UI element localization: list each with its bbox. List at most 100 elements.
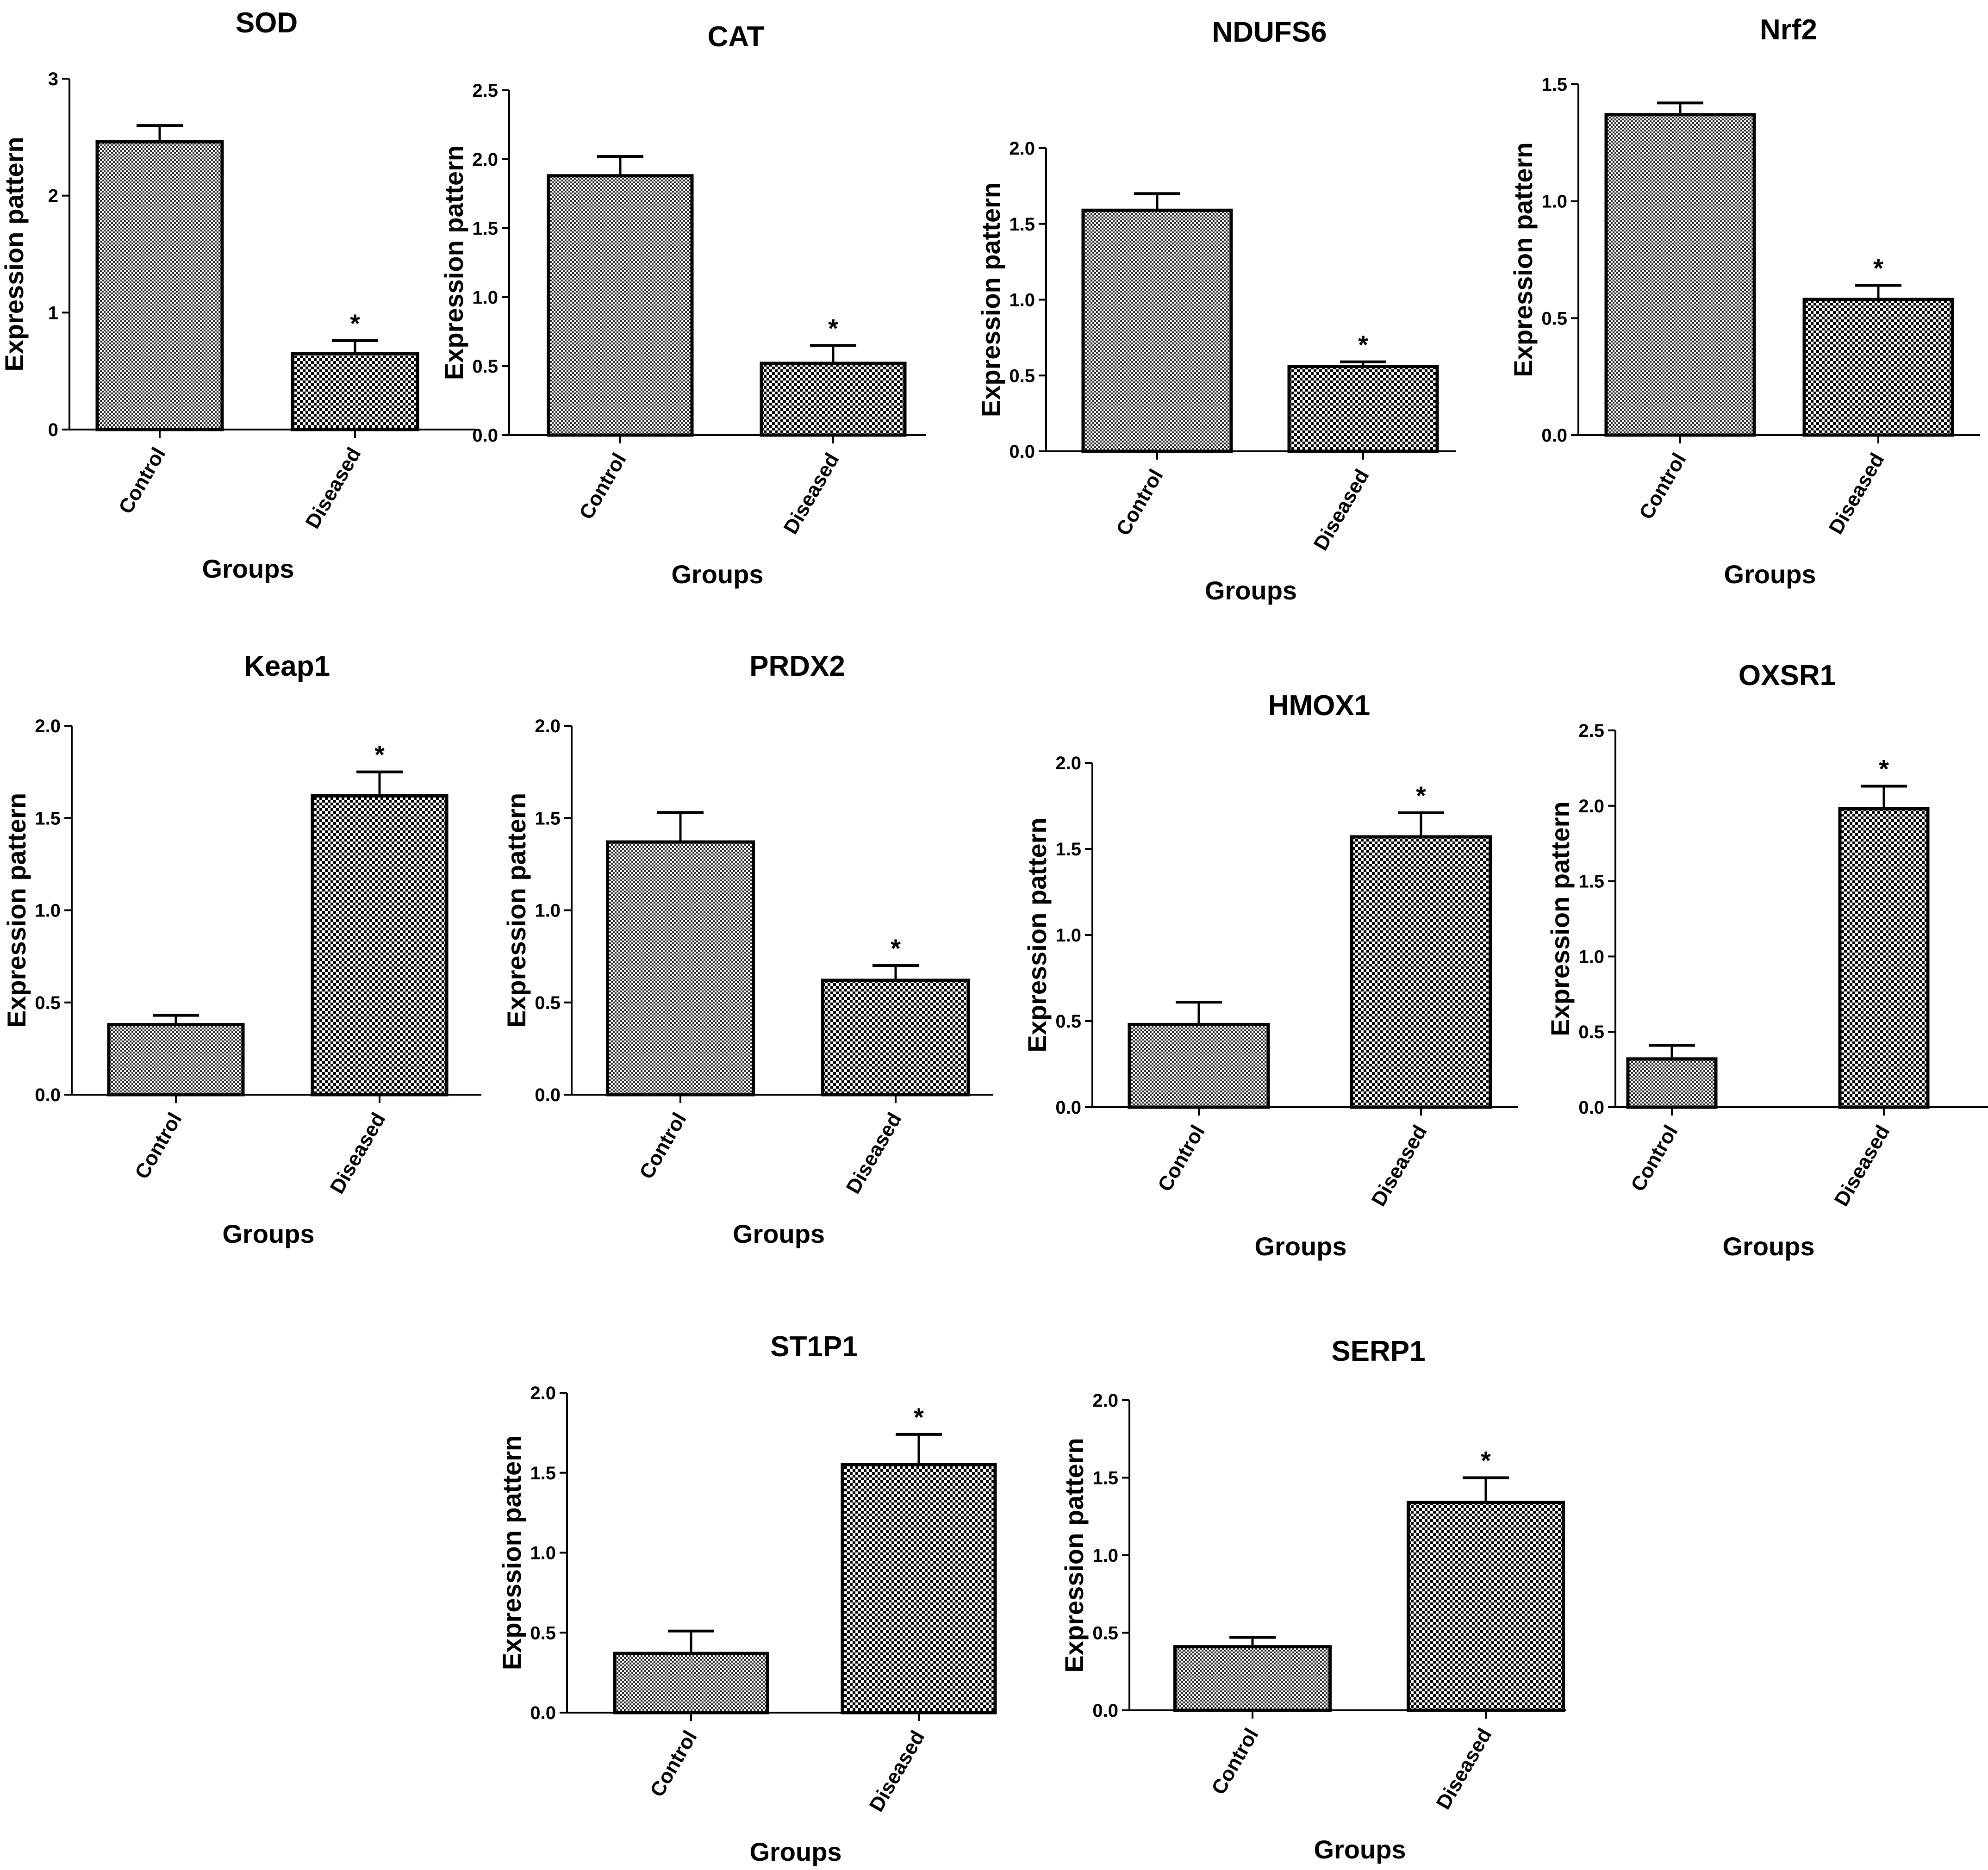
- panel-cat: CAT 0.0 0.5 1.0 1.5 2.0 2.5 Expression pattern C…: [439, 21, 926, 589]
- x-axis-label: Groups: [1314, 1835, 1406, 1864]
- y-tick-label: 1.5: [1541, 75, 1567, 95]
- x-tick-label: Diseased: [301, 444, 366, 533]
- panel-hmox1: HMOX1 0.0 0.5 1.0 1.5 2.0 Expression pattern Co…: [1022, 690, 1518, 1261]
- panel-oxsr1: OXSR1 0.0 0.5 1.0 1.5 2.0 2.5 Expression patter…: [1546, 660, 1988, 1261]
- significance-mark: *: [828, 313, 838, 343]
- significance-mark: *: [1416, 781, 1426, 810]
- y-tick-label: 0.5: [1578, 1022, 1604, 1042]
- x-axis-label: Groups: [671, 560, 763, 589]
- y-tick-label: 2.0: [1055, 753, 1081, 773]
- y-tick-label: 2.0: [1578, 796, 1604, 817]
- x-tick-label: Diseased: [779, 449, 844, 538]
- y-tick-label: 2.5: [472, 81, 498, 101]
- y-tick-label: 0.5: [1055, 1011, 1081, 1032]
- y-tick-label: 0.0: [1009, 442, 1035, 462]
- y-tick-label: 2.0: [530, 1383, 556, 1403]
- chart-title: OXSR1: [1739, 660, 1836, 692]
- y-tick-label: 1.0: [1055, 925, 1081, 946]
- y-tick-label: 2.0: [472, 150, 498, 170]
- x-tick-label: Control: [635, 1109, 691, 1183]
- bar-diseased: [1802, 298, 1954, 437]
- x-tick-label: Control: [646, 1727, 702, 1801]
- y-tick-label: 2.5: [1578, 721, 1604, 741]
- chart-title: PRDX2: [749, 650, 845, 682]
- chart-title: SERP1: [1331, 1335, 1425, 1367]
- y-tick-label: 0.5: [35, 993, 61, 1013]
- y-tick-label: 1: [48, 303, 58, 323]
- chart-title: Nrf2: [1760, 14, 1817, 46]
- y-tick-label: 0.5: [472, 356, 498, 377]
- y-tick-label: 1.0: [1009, 290, 1035, 311]
- y-tick-label: 0: [48, 420, 58, 440]
- y-tick-label: 1.0: [535, 901, 561, 921]
- y-axis-label: Expression pattern: [1022, 817, 1052, 1052]
- y-axis-label: Expression pattern: [439, 145, 468, 380]
- x-axis-label: Groups: [733, 1219, 825, 1248]
- bar-control: [95, 140, 224, 431]
- significance-mark: *: [1873, 254, 1883, 283]
- panel-serp1: SERP1 0.0 0.5 1.0 1.5 2.0 Expression pattern Co…: [1059, 1335, 1566, 1864]
- y-tick-label: 0.0: [35, 1085, 61, 1105]
- x-tick-label: Diseased: [1432, 1725, 1496, 1814]
- y-tick-label: 1.0: [1578, 947, 1604, 967]
- y-tick-label: 1.0: [530, 1543, 556, 1564]
- y-tick-label: 1.0: [472, 287, 498, 308]
- panel-ndufs6: NDUFS6 0.0 0.5 1.0 1.5 2.0 Expression pattern C…: [976, 16, 1456, 605]
- bar-control: [1604, 113, 1756, 437]
- bar-control: [1626, 1057, 1718, 1109]
- y-axis-label: Expression pattern: [1546, 801, 1575, 1036]
- significance-mark: *: [374, 740, 385, 769]
- bar-control: [107, 1023, 245, 1097]
- significance-mark: *: [1481, 1446, 1491, 1475]
- x-tick-label: Control: [1153, 1122, 1209, 1196]
- y-axis-label: Expression pattern: [1059, 1438, 1089, 1672]
- x-tick-label: Control: [575, 449, 631, 524]
- chart-title: Keap1: [244, 650, 330, 682]
- bar-diseased: [760, 362, 907, 437]
- y-tick-label: 1.5: [1009, 214, 1035, 235]
- significance-mark: *: [914, 1402, 924, 1432]
- y-tick-label: 0.0: [535, 1085, 561, 1105]
- y-tick-label: 2: [48, 186, 58, 206]
- y-tick-label: 0.0: [1092, 1701, 1118, 1721]
- bar-control: [1173, 1645, 1332, 1712]
- y-tick-label: 0.0: [1578, 1097, 1604, 1118]
- bar-control: [613, 1652, 769, 1714]
- bar-diseased: [821, 979, 970, 1097]
- y-tick-label: 1.0: [1092, 1546, 1118, 1566]
- y-tick-label: 0.5: [530, 1623, 556, 1643]
- y-tick-label: 0.0: [530, 1703, 556, 1723]
- y-axis-label: Expression pattern: [2, 793, 31, 1028]
- bar-control: [547, 174, 694, 437]
- chart-title: SOD: [236, 7, 298, 39]
- y-tick-label: 1.5: [530, 1463, 556, 1484]
- x-tick-label: Control: [1112, 466, 1168, 540]
- y-axis-label: Expression pattern: [497, 1435, 526, 1670]
- y-tick-label: 1.5: [1578, 872, 1604, 892]
- x-tick-label: Control: [1207, 1725, 1263, 1799]
- significance-mark: *: [1358, 330, 1368, 359]
- y-tick-label: 0.5: [1009, 366, 1035, 386]
- bar-diseased: [311, 794, 449, 1097]
- y-tick-label: 1.0: [1541, 192, 1567, 212]
- chart-title: HMOX1: [1268, 690, 1370, 722]
- x-tick-label: Diseased: [1367, 1122, 1432, 1210]
- significance-mark: *: [891, 934, 901, 963]
- x-axis-label: Groups: [1254, 1232, 1346, 1261]
- panel-prdx2: PRDX2 0.0 0.5 1.0 1.5 2.0 Expression pattern Co…: [502, 650, 993, 1248]
- x-axis-label: Groups: [222, 1219, 314, 1248]
- panel-sod: SOD 0 1 2 3 Expression pattern Control Diseased…: [0, 7, 475, 583]
- y-tick-label: 0.5: [1092, 1623, 1118, 1644]
- bar-control: [606, 840, 755, 1097]
- y-tick-label: 2.0: [35, 716, 61, 736]
- significance-mark: *: [1879, 754, 1889, 783]
- bar-control: [1081, 208, 1233, 453]
- x-axis-label: Groups: [1722, 1232, 1814, 1261]
- x-axis-label: Groups: [1205, 576, 1297, 605]
- y-tick-label: 2.0: [1009, 138, 1035, 159]
- panel-keap1: Keap1 0.0 0.5 1.0 1.5 2.0 Expression pattern Co…: [2, 650, 481, 1248]
- y-tick-label: 1.5: [35, 808, 61, 829]
- y-tick-label: 1.5: [1092, 1468, 1118, 1489]
- y-axis-label: Expression pattern: [0, 137, 29, 371]
